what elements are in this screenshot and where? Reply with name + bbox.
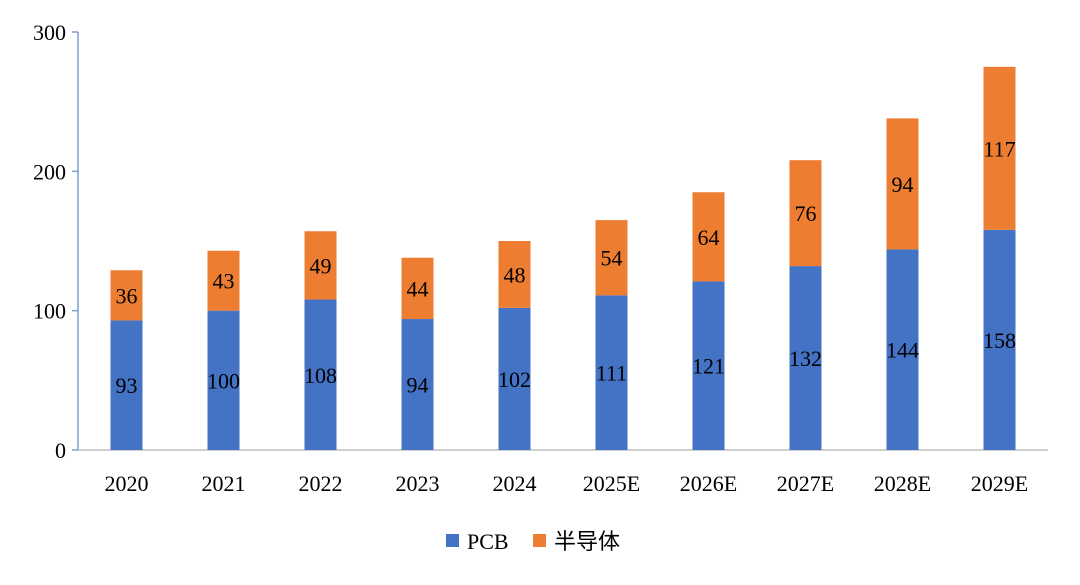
data-label: 76 — [795, 201, 817, 226]
data-label: 111 — [596, 361, 627, 386]
data-label: 108 — [304, 363, 337, 388]
y-axis: 0 100 200 300 — [33, 20, 79, 463]
x-tick-label: 2022 — [299, 471, 343, 496]
x-tick-label: 2028E — [874, 471, 931, 496]
data-label: 44 — [407, 276, 429, 301]
bar-segment-semiconductor — [207, 250, 240, 311]
bar-segment-semiconductor — [401, 257, 434, 320]
bar-segment-pcb — [983, 229, 1016, 450]
bar-segment-pcb — [595, 295, 628, 450]
x-tick-label: 2026E — [680, 471, 737, 496]
data-label: 94 — [892, 172, 914, 197]
y-tick-label: 300 — [33, 20, 66, 45]
data-label: 43 — [213, 269, 235, 294]
x-axis: 2020 2021 2022 2023 2024 2025E 2026E 2027E 2028E… — [78, 449, 1048, 496]
bar-segment-semiconductor — [304, 231, 337, 300]
bar-segment-pcb — [110, 320, 143, 450]
data-label: 48 — [504, 262, 526, 287]
x-tick-label: 2021 — [202, 471, 246, 496]
bar-segment-pcb — [692, 281, 725, 450]
y-tick-label: 200 — [33, 159, 66, 184]
data-label: 94 — [407, 373, 429, 398]
data-label: 64 — [698, 225, 720, 250]
data-label: 54 — [601, 246, 623, 271]
x-tick-label: 2027E — [777, 471, 834, 496]
data-label: 117 — [983, 136, 1015, 161]
data-label: 102 — [498, 367, 531, 392]
bar-segment-semiconductor — [886, 118, 919, 250]
bar-segment-semiconductor — [983, 66, 1016, 230]
x-tick-label: 2020 — [105, 471, 149, 496]
x-tick-label: 2023 — [396, 471, 440, 496]
x-tick-label: 2029E — [971, 471, 1028, 496]
legend-swatch — [446, 534, 459, 547]
data-label: 100 — [207, 368, 240, 393]
bar-segment-semiconductor — [595, 220, 628, 296]
bar-segment-semiconductor — [110, 270, 143, 321]
data-label: 121 — [692, 354, 725, 379]
bar-segment-pcb — [498, 307, 531, 450]
bar-segment-pcb — [207, 310, 240, 450]
data-label: 132 — [789, 346, 822, 371]
bar-segment-semiconductor — [789, 160, 822, 267]
bar-segment-pcb — [304, 299, 337, 450]
x-tick-label: 2024 — [493, 471, 537, 496]
data-label: 49 — [310, 253, 332, 278]
legend-label: 半导体 — [554, 529, 620, 554]
x-tick-label: 2025E — [583, 471, 640, 496]
bars — [110, 66, 1016, 450]
data-label: 36 — [116, 283, 138, 308]
y-tick-label: 100 — [33, 299, 66, 324]
data-label: 158 — [983, 328, 1016, 353]
legend: PCB 半导体 — [446, 529, 620, 554]
data-label: 144 — [886, 338, 919, 363]
legend-label: PCB — [467, 529, 509, 554]
bar-segment-semiconductor — [498, 241, 531, 308]
bar-segment-pcb — [886, 249, 919, 450]
bar-segment-semiconductor — [692, 192, 725, 282]
bar-segment-pcb — [401, 319, 434, 450]
bar-segment-pcb — [789, 266, 822, 450]
data-labels: 93 36 100 43 108 49 94 44 102 48 111 54 121 64 132 76 14… — [116, 136, 1017, 398]
data-label: 93 — [116, 373, 138, 398]
legend-swatch — [533, 534, 546, 547]
y-tick-label: 0 — [55, 438, 66, 463]
